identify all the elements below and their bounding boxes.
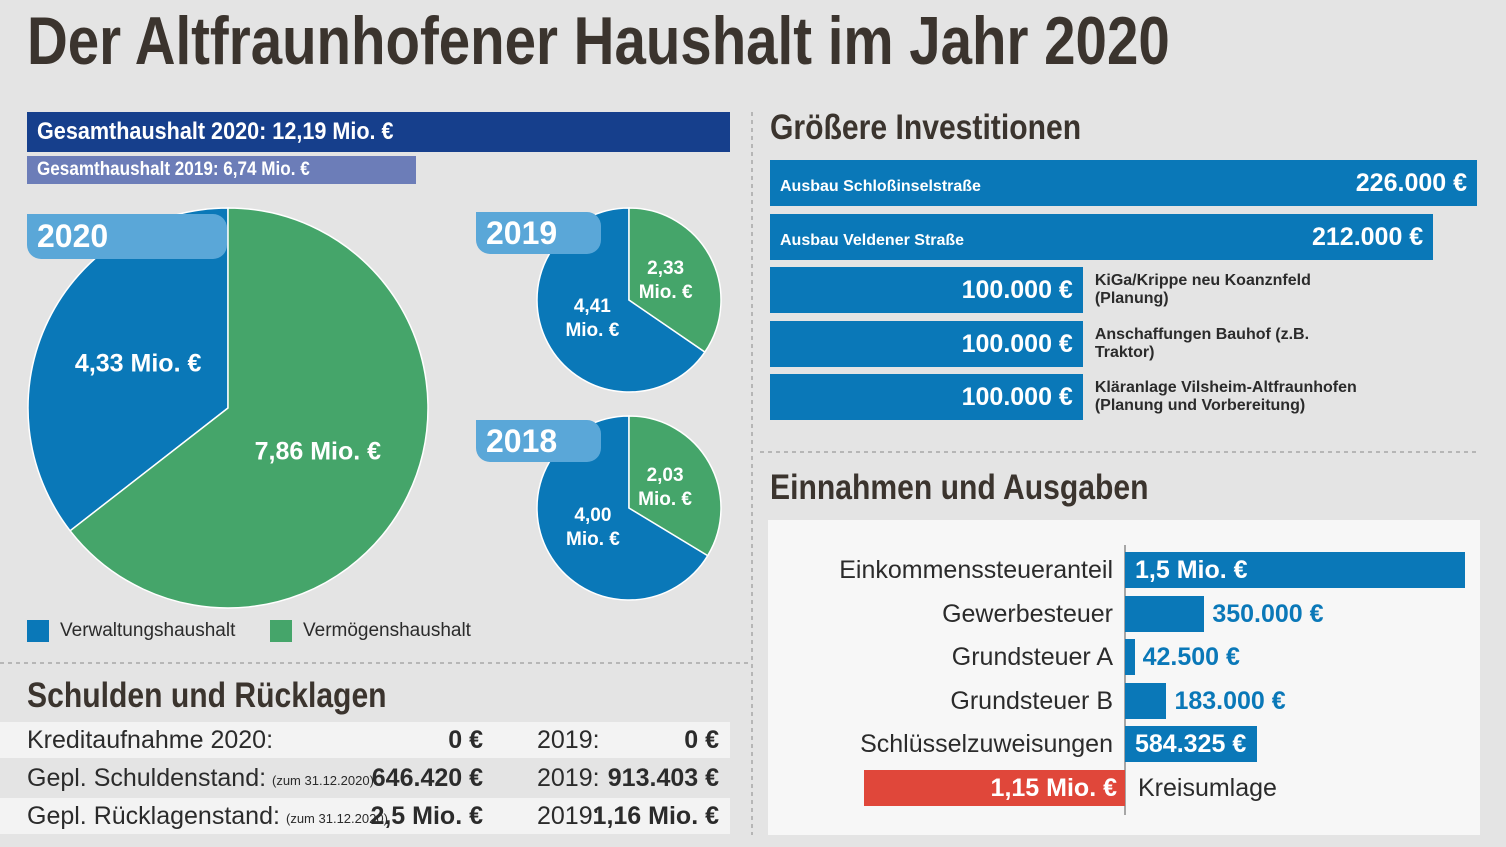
value-label: 212.000 € bbox=[1311, 222, 1424, 251]
value-label: 226.000 € bbox=[1355, 169, 1467, 197]
category-label: KiGa/Krippe neu Koanznfeld (Planung) bbox=[1094, 272, 1311, 307]
investment-bar bbox=[770, 213, 1434, 260]
budget-bar bbox=[27, 112, 730, 152]
income-bar bbox=[1125, 682, 1167, 719]
investment-bar bbox=[770, 160, 1477, 206]
row-label: Kreditaufnahme 2020: bbox=[27, 726, 274, 754]
pie-badge bbox=[476, 212, 601, 254]
table-row bbox=[0, 722, 730, 758]
row-value: 0 € bbox=[448, 726, 483, 754]
category-label: Ausbau Schloßinselstraße bbox=[780, 178, 981, 195]
row-note: (zum 31.12.2020) bbox=[286, 811, 388, 826]
row-note: (zum 31.12.2020) bbox=[272, 773, 374, 788]
row-value: 646.420 € bbox=[371, 764, 483, 792]
section-title: Schulden und Rücklagen bbox=[27, 676, 387, 715]
category-label: Gewerbesteuer bbox=[942, 599, 1113, 628]
value-label: 1,5 Mio. € bbox=[1135, 556, 1248, 584]
category-label: Kläranlage Vilsheim-Altfraunhofen (Planu… bbox=[1094, 379, 1357, 414]
section-title: Größere Investitionen bbox=[770, 108, 1082, 147]
pie-badge bbox=[27, 214, 227, 259]
budget-bar bbox=[27, 156, 416, 184]
income-bar bbox=[1125, 726, 1258, 763]
pie-label: 7,86 Mio. € bbox=[254, 437, 382, 466]
value-label: 42.500 € bbox=[1142, 643, 1240, 672]
pie-slice bbox=[628, 207, 722, 354]
legend-swatch bbox=[270, 620, 292, 642]
legend-swatch bbox=[27, 620, 49, 642]
value-label: 100.000 € bbox=[961, 383, 1073, 411]
pie-badge bbox=[476, 420, 601, 462]
income-bar bbox=[1125, 639, 1135, 676]
row-previous: 0 € bbox=[684, 726, 719, 754]
legend-label: Verwaltungshaushalt bbox=[60, 620, 236, 641]
income-bar bbox=[1125, 595, 1205, 632]
row-previous: 913.403 € bbox=[607, 764, 719, 792]
pie-title: 2018 bbox=[486, 423, 558, 459]
pie-slice bbox=[628, 415, 722, 557]
value-label: 183.000 € bbox=[1174, 686, 1286, 715]
category-label: Ausbau Veldener Straße bbox=[780, 231, 965, 249]
row-year: 2019: bbox=[537, 726, 600, 754]
row-year: 2019: bbox=[537, 802, 600, 830]
row-previous: 1,16 Mio. € bbox=[592, 802, 719, 830]
category-label: Schlüsselzuweisungen bbox=[860, 730, 1113, 759]
legend-label: Vermögenshaushalt bbox=[303, 620, 471, 641]
budget-label: Gesamthaushalt 2020: 12,19 Mio. € bbox=[37, 118, 394, 145]
pie-label: 4,00 Mio. € bbox=[566, 505, 620, 551]
pie-label: 4,41 Mio. € bbox=[565, 296, 620, 342]
value-label: 1,15 Mio. € bbox=[990, 774, 1117, 802]
pie-label: 2,03 Mio. € bbox=[638, 464, 692, 510]
pie-title: 2019 bbox=[486, 215, 558, 251]
page-title: Der Altfraunhofener Haushalt im Jahr 202… bbox=[27, 3, 1170, 79]
category-label: Kreisumlage bbox=[1138, 774, 1277, 802]
category-label: Anschaffungen Bauhof (z.B. Traktor) bbox=[1094, 325, 1310, 361]
pie-title: 2020 bbox=[37, 218, 109, 254]
pie-slice bbox=[69, 207, 429, 609]
investment-bar bbox=[770, 267, 1083, 313]
row-year: 2019: bbox=[537, 764, 600, 792]
pie-label: 2,33 Mio. € bbox=[638, 257, 693, 303]
row-value: 2,5 Mio. € bbox=[370, 802, 483, 830]
value-label: 350.000 € bbox=[1212, 599, 1324, 628]
table-row bbox=[0, 798, 730, 834]
category-label: Grundsteuer A bbox=[951, 643, 1113, 672]
investment-bar bbox=[770, 374, 1083, 420]
pie-label: 4,33 Mio. € bbox=[74, 349, 202, 378]
row-label: Gepl. Rücklagenstand: bbox=[27, 802, 280, 830]
income-bar bbox=[1125, 552, 1465, 588]
row-label: Gepl. Schuldenstand: bbox=[27, 764, 267, 792]
income-bar bbox=[864, 770, 1125, 806]
value-label: 100.000 € bbox=[961, 329, 1073, 358]
section-title: Einnahmen und Ausgaben bbox=[770, 468, 1149, 507]
category-label: Einkommenssteueranteil bbox=[839, 556, 1113, 584]
category-label: Grundsteuer B bbox=[950, 686, 1113, 715]
investment-bar bbox=[770, 320, 1083, 367]
value-label: 584.325 € bbox=[1135, 730, 1247, 759]
value-label: 100.000 € bbox=[961, 276, 1073, 304]
budget-label: Gesamthaushalt 2019: 6,74 Mio. € bbox=[37, 159, 310, 180]
